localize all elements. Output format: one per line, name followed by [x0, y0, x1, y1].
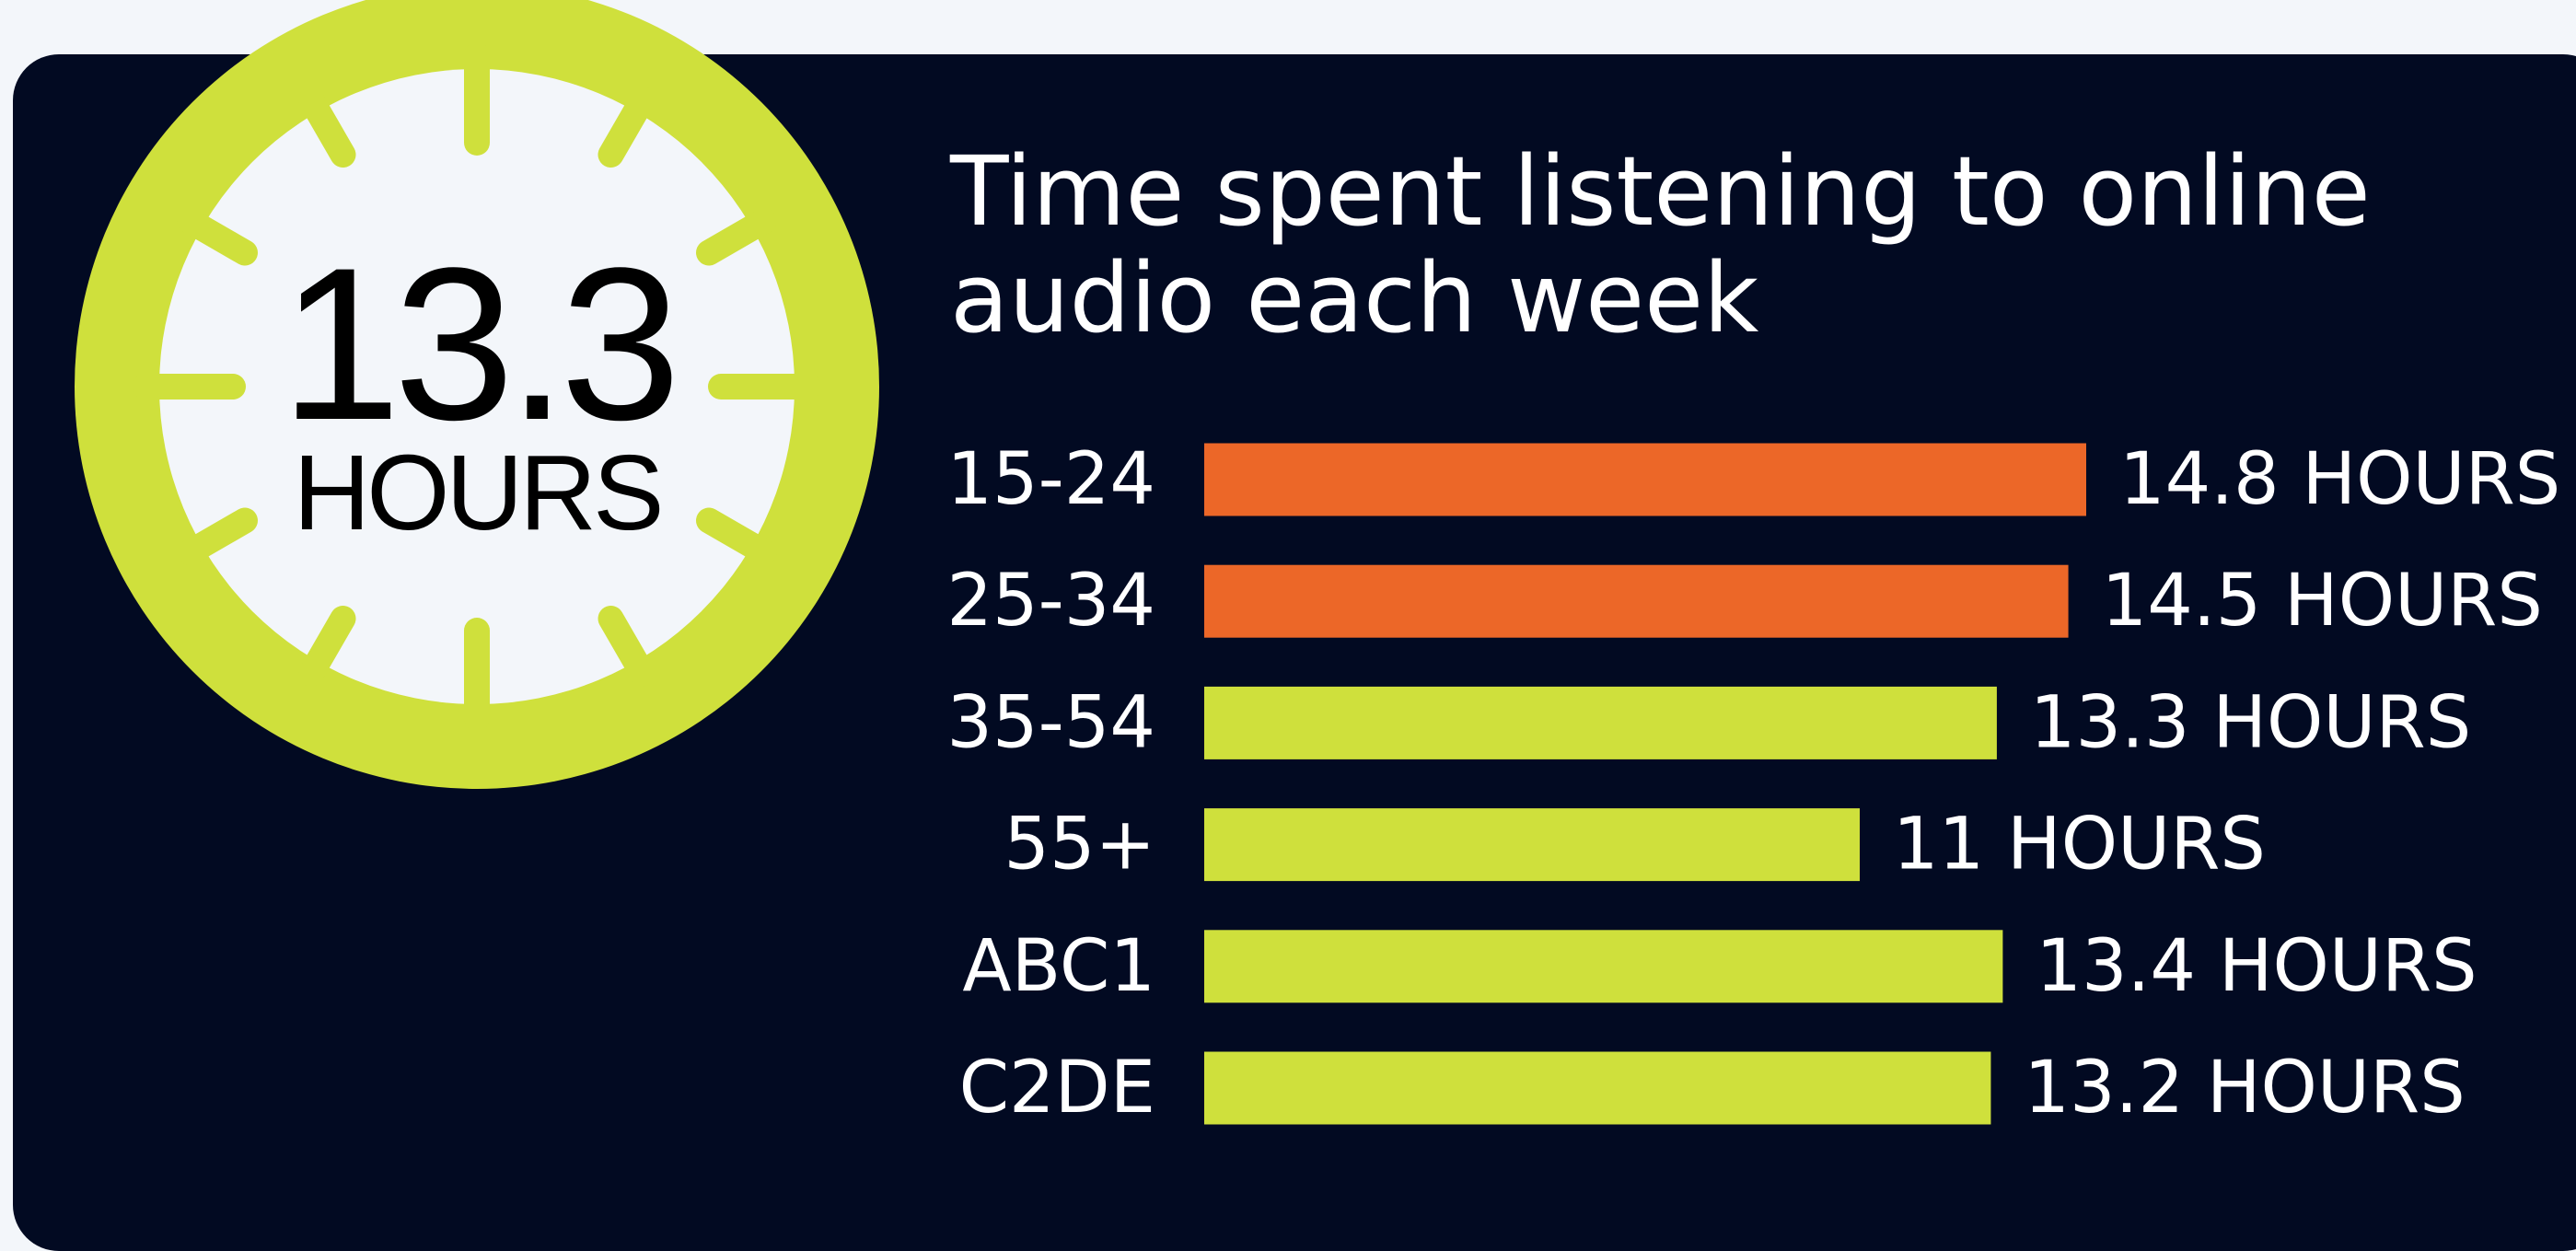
highlight-value: 13.3	[280, 223, 673, 466]
bar	[1204, 443, 2086, 516]
clock-ticks	[133, 42, 821, 731]
clock-tick	[696, 507, 777, 565]
category-label: 25-34	[946, 560, 1155, 643]
highlight-unit: HOURS	[294, 433, 661, 552]
clock-tick	[177, 208, 258, 266]
bar	[1204, 808, 1861, 882]
value-label: 14.5 HOURS	[2102, 560, 2543, 643]
clock-tick	[696, 208, 777, 266]
clock-tick	[298, 87, 356, 168]
bar	[1204, 564, 2069, 638]
category-label: 15-24	[946, 438, 1155, 521]
clock-tick	[177, 507, 258, 565]
chart: 13.3 HOURS 15-24 14.8 HOURS 25-34 14.5 HOUR…	[75, 0, 2560, 1129]
value-label: 11 HOURS	[1893, 804, 2266, 886]
value-label: 13.3 HOURS	[2030, 681, 2471, 764]
clock-tick	[598, 87, 656, 168]
chart-title: Time spent listening to online audio eac…	[950, 135, 2371, 354]
value-label: 13.4 HOURS	[2036, 925, 2477, 1008]
clock-face	[159, 69, 795, 704]
clock-tick	[298, 606, 356, 687]
bar	[1204, 930, 2003, 1003]
bar	[1204, 1051, 1991, 1125]
value-label: 14.8 HOURS	[2119, 438, 2560, 521]
clock-tick	[598, 606, 656, 687]
value-label: 13.2 HOURS	[2024, 1047, 2465, 1129]
category-label: C2DE	[959, 1047, 1155, 1129]
bar	[1204, 686, 1997, 759]
page: 13.3 HOURS 15-24 14.8 HOURS 25-34 14.5 HOUR…	[13, 0, 2576, 1251]
category-label: ABC1	[962, 925, 1155, 1008]
category-label: 55+	[1004, 804, 1155, 886]
category-label: 35-54	[946, 681, 1155, 764]
